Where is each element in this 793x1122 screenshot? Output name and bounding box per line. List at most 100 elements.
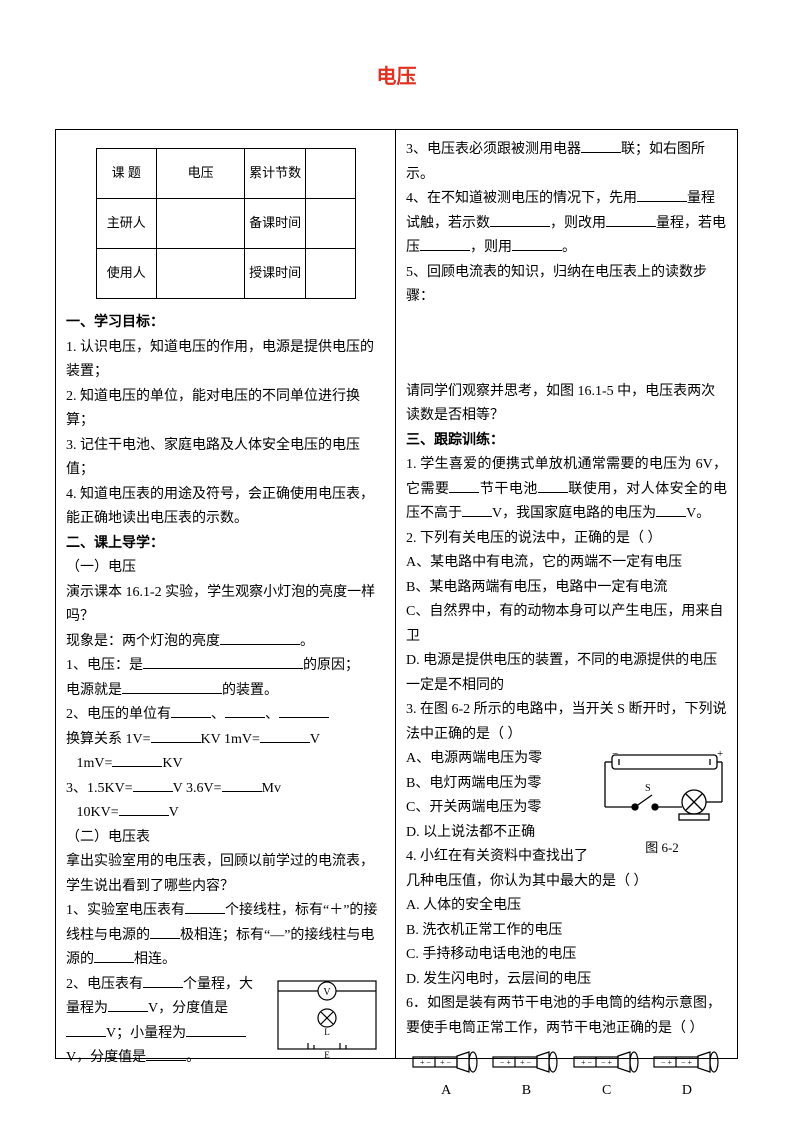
goal-3: 3. 记住干电池、家庭电路及人体安全电压的电压值； [66, 434, 385, 483]
svg-text:+ −: + − [440, 1058, 452, 1067]
flashlight-icon: − + + − [491, 1049, 561, 1075]
cell-preptime-label: 备课时间 [245, 199, 306, 249]
text: KV 1mV= [201, 732, 260, 747]
voltmeter-circuit-icon: V L E [270, 973, 385, 1058]
option-label: A [411, 1079, 481, 1104]
circuit-diagram-1: V L E [270, 973, 385, 1058]
text: V，分度值是 [66, 1050, 146, 1065]
right-column: 3、电压表必须跟被测用电器联；如右图所示。 4、在不知道被测电压的情况下，先用量… [396, 130, 737, 1058]
q4b: B. 洗衣机正常工作的电压 [406, 919, 727, 944]
q4a: A. 人体的安全电压 [406, 894, 727, 919]
table-row: 使用人 授课时间 [96, 249, 355, 299]
svg-text:−: − [612, 748, 618, 760]
text: 换算关系 1V= [66, 732, 151, 747]
svg-text:− +: − + [500, 1058, 512, 1067]
cell-preptime-value [305, 199, 355, 249]
text: 电源就是 [66, 683, 122, 698]
text: 。 [562, 240, 576, 255]
text: V 3.6V= [173, 781, 222, 796]
table-row: 课 题 电压 累计节数 [96, 149, 355, 199]
blank [171, 704, 211, 718]
blank [220, 631, 300, 645]
cell-user-label: 使用人 [96, 249, 157, 299]
blank [133, 778, 173, 792]
conversion-2: 1mV=KV [66, 752, 385, 777]
text: 节干电池 [479, 482, 537, 497]
section-3-head: 三、跟踪训练： [406, 429, 727, 454]
blank [146, 1047, 186, 1061]
blank [225, 704, 265, 718]
svg-text:− +: − + [661, 1058, 673, 1067]
conversion-1: 换算关系 1V=KV 1mV=V [66, 728, 385, 753]
blank [108, 998, 148, 1012]
option-label: B [491, 1079, 561, 1104]
blank [150, 925, 180, 939]
text: KV [162, 756, 182, 771]
cell-topic-value: 电压 [157, 149, 245, 199]
flashlight-icon: + − − + [572, 1049, 642, 1075]
option-a: + − + − A [411, 1049, 481, 1104]
blank [279, 704, 329, 718]
text: ，则用 [470, 240, 512, 255]
text: V；小量程为 [106, 1026, 186, 1041]
svg-text:+ −: + − [581, 1058, 593, 1067]
text: 10KV= [77, 805, 119, 820]
cell-author-value [157, 199, 245, 249]
option-d: − + − + D [652, 1049, 722, 1104]
text: 、 [211, 707, 225, 722]
flashlight-options: + − + − A − + + − [406, 1049, 727, 1104]
q2c: C、自然界中，有的动物本身可以产生电压，用来自卫 [406, 600, 727, 649]
item-2: 2、电压的单位有、、 [66, 703, 385, 728]
text: V。 [686, 506, 710, 521]
cell-count-label: 累计节数 [245, 149, 306, 199]
blank [94, 949, 134, 963]
q2b: B、某电路两端有电压，电路中一定有电流 [406, 576, 727, 601]
svg-text:V: V [323, 987, 331, 998]
text: 2、电压表有 [66, 977, 143, 992]
svg-text:+ −: + − [520, 1058, 532, 1067]
cell-topic-label: 课 题 [96, 149, 157, 199]
blank [185, 900, 225, 914]
figure-caption: 图 6-2 [597, 837, 727, 860]
option-label: D [652, 1079, 722, 1104]
text: V，分度值是 [148, 1001, 228, 1016]
blank [449, 479, 479, 493]
item-3b: 10KV=V [66, 801, 385, 826]
text: 4、在不知道被测电压的情况下，先用 [406, 191, 637, 206]
q2: 2. 下列有关电压的说法中，正确的是（ ） [406, 527, 727, 552]
item-1b: 电源就是的装置。 [66, 679, 385, 704]
cell-teachtime-value [305, 249, 355, 299]
blank [119, 802, 169, 816]
text: 3、1.5KV= [66, 781, 133, 796]
cell-author-label: 主研人 [96, 199, 157, 249]
text: 的原因； [303, 658, 359, 673]
text: 2、电压的单位有 [66, 707, 171, 722]
item-3: 3、1.5KV=V 3.6V=Mv [66, 777, 385, 802]
svg-text:L: L [324, 1027, 330, 1037]
option-b: − + + − B [491, 1049, 561, 1104]
blank [143, 974, 183, 988]
blank [490, 213, 550, 227]
cell-teachtime-label: 授课时间 [245, 249, 306, 299]
take-text: 拿出实验室用的电压表，回顾以前学过的电流表，学生说出看到了哪些内容？ [66, 850, 385, 899]
blank [222, 778, 262, 792]
section-2-sub1: （一）电压 [66, 556, 385, 581]
text: V，我国家庭电路的电压为 [492, 506, 656, 521]
voltmeter-1: 1、实验室电压表有个接线柱，标有“＋”的接线柱与电源的极相连；标有“—”的接线柱… [66, 899, 385, 973]
blank [512, 237, 562, 251]
blank [122, 680, 222, 694]
svg-text:+: + [717, 748, 723, 760]
blank [66, 1023, 106, 1037]
q3: 3. 在图 6-2 所示的电路中，当开关 S 断开时，下列说法中正确的是（ ） [406, 698, 727, 747]
blank [637, 188, 687, 202]
text: 相连。 [134, 952, 176, 967]
blank [420, 237, 470, 251]
text: 1、实验室电压表有 [66, 903, 185, 918]
observe-text: 请同学们观察并思考，如图 16.1-5 中，电压表两次读数是否相等？ [406, 380, 727, 429]
table-row: 主研人 备课时间 [96, 199, 355, 249]
q1: 1. 学生喜爱的便携式单放机通常需要的电压为 6V，它需要节干电池联使用，对人体… [406, 453, 727, 527]
text: 。 [186, 1050, 200, 1065]
text: ，则改用 [550, 216, 606, 231]
blank [112, 753, 162, 767]
phenomenon-label: 现象是：两个灯泡的亮度 [66, 634, 220, 649]
